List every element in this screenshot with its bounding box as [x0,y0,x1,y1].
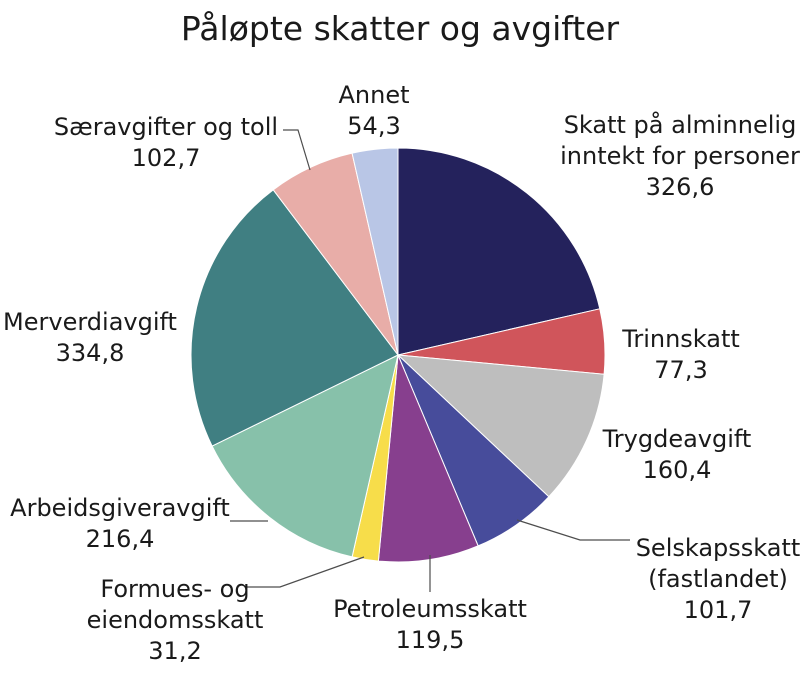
pie-slice [396,354,605,498]
slice-label: Arbeidsgiveravgift 216,4 [10,494,230,553]
slice-label: Selskapsskatt (fastlandet) 101,7 [636,534,800,624]
pie-slices [190,147,606,563]
slice-value: 119,5 [396,626,465,654]
slice-name: Formues- og [100,575,249,603]
leader-line [516,519,630,541]
slice-label: Trygdeavgift 160,4 [602,425,752,484]
pie-slice [397,147,601,356]
slice-value: 102,7 [132,144,201,172]
pie-slice [211,354,399,558]
slice-name: Skatt på alminnelig [564,110,797,139]
slice-value: 54,3 [347,112,400,140]
slice-name: Arbeidsgiveravgift [10,494,230,522]
slice-name: Trinnskatt [621,325,740,353]
slice-label: Annet 54,3 [338,81,409,140]
slice-name: inntekt for personer [560,142,800,170]
slice-label: Trinnskatt 77,3 [621,325,740,384]
slice-name: (fastlandet) [648,565,788,593]
leader-line [283,129,311,171]
slice-labels: Skatt på alminnelig inntekt for personer 3… [3,81,800,665]
slice-label: Skatt på alminnelig inntekt for personer 3… [560,110,800,201]
leader-lines [230,129,630,592]
slice-value: 77,3 [654,356,707,384]
slice-name: Særavgifter og toll [54,113,278,141]
leader-line [245,556,365,588]
slice-name: Petroleumsskatt [333,595,527,623]
slice-label: Særavgifter og toll 102,7 [54,113,278,172]
slice-name: Trygdeavgift [602,425,752,453]
slice-label: Petroleumsskatt 119,5 [333,595,527,654]
slice-value: 216,4 [86,525,155,553]
pie-slice [351,147,399,356]
slice-value: 334,8 [56,339,125,367]
pie-slice [190,189,399,447]
slice-value: 101,7 [684,596,753,624]
slice-value: 160,4 [643,456,712,484]
slice-value: 326,6 [646,173,715,201]
slice-name: eiendomsskatt [87,606,264,634]
slice-name: Selskapsskatt [636,534,800,562]
slice-value: 31,2 [148,637,201,665]
slice-label: Formues- og eiendomsskatt 31,2 [87,575,264,665]
slice-label: Merverdiavgift 334,8 [3,308,177,367]
slice-name: Annet [338,81,409,109]
pie-slice [377,354,479,563]
slice-name: Merverdiavgift [3,308,177,336]
chart-title: Påløpte skatter og avgifter [181,9,620,48]
